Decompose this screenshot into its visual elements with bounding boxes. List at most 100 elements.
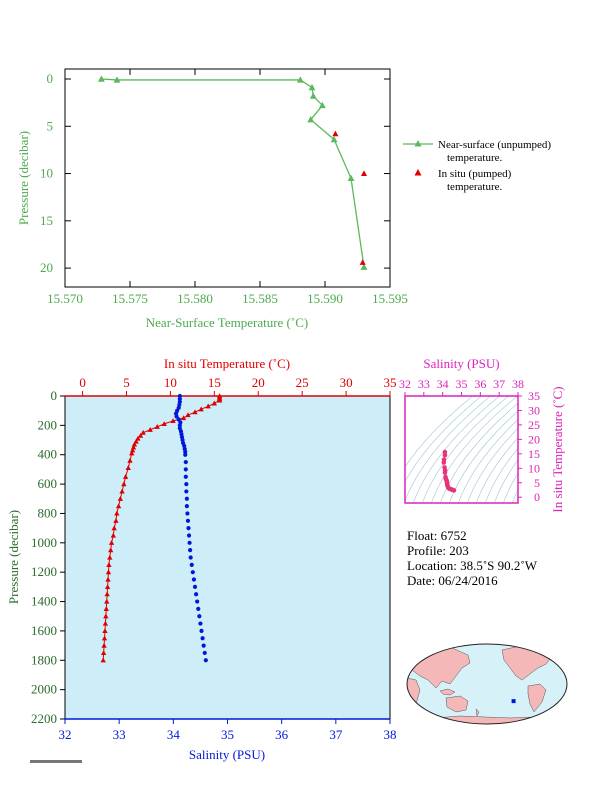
temperature-point bbox=[125, 465, 131, 471]
footer-tiny-label bbox=[30, 760, 82, 763]
profile-date: Date: 06/24/2016 bbox=[407, 573, 498, 588]
temperature-point bbox=[205, 403, 211, 409]
temperature-point bbox=[101, 642, 107, 648]
ts-isopycnal bbox=[512, 488, 518, 503]
salinity-point bbox=[183, 449, 188, 454]
profile-temperature-series bbox=[100, 393, 223, 663]
salinity-point bbox=[191, 577, 197, 582]
ts-point bbox=[441, 460, 447, 465]
ts-isopycnals bbox=[405, 396, 518, 503]
pumped-point bbox=[360, 170, 368, 176]
salinity-point bbox=[192, 584, 198, 589]
salinity-point bbox=[184, 481, 189, 487]
salinity-point bbox=[183, 474, 188, 479]
ts-point bbox=[442, 470, 448, 475]
ts-salinity-tick-label: 38 bbox=[512, 377, 524, 391]
float-info: Float: 6752 Profile: 203 Location: 38.5˚… bbox=[407, 528, 538, 588]
salinity-point bbox=[190, 570, 195, 575]
temperature-point bbox=[103, 613, 109, 619]
temperature-point bbox=[100, 657, 106, 663]
temperature-point bbox=[121, 481, 127, 487]
unpumped-point bbox=[360, 263, 368, 270]
ts-salinity-tick-label: 33 bbox=[418, 377, 430, 391]
temperature-point bbox=[110, 532, 116, 538]
temperature-point bbox=[117, 495, 123, 501]
legend-pumped-text-2: temperature. bbox=[447, 181, 503, 193]
pressure-axis-tick-label: 2000 bbox=[31, 682, 57, 697]
temperature-point bbox=[129, 447, 136, 453]
temperature-point bbox=[106, 562, 112, 567]
profile-top-axis-label: In situ Temperature (˚C) bbox=[164, 356, 290, 371]
salinity-point bbox=[200, 636, 205, 641]
profile-ticks: 0 5 10 15 20 25 30 35 32 33 34 35 36 37 38 0 200 400 600 80… bbox=[31, 375, 397, 742]
salinity-axis-tick-label: 32 bbox=[59, 727, 72, 742]
temperature-point bbox=[140, 429, 146, 435]
temperature-point bbox=[135, 435, 141, 441]
pumped-point bbox=[332, 130, 339, 137]
salinity-point bbox=[198, 621, 203, 626]
salinity-point bbox=[183, 459, 188, 465]
salinity-point bbox=[184, 504, 189, 509]
temperature-point bbox=[102, 628, 108, 634]
near-surface-x-tick-label: 15.590 bbox=[307, 291, 343, 306]
pressure-axis-tick-label: 1600 bbox=[31, 623, 57, 638]
temperature-axis-tick-label: 20 bbox=[252, 375, 265, 390]
salinity-point bbox=[195, 599, 200, 604]
temperature-point bbox=[127, 457, 133, 463]
ts-isopycnal bbox=[413, 396, 501, 503]
near-surface-legend: Near-surface (unpumped) temperature. In … bbox=[403, 139, 551, 193]
unpumped-point bbox=[113, 76, 121, 83]
near-surface-y-tick-label: 15 bbox=[40, 213, 53, 228]
unpumped-point bbox=[330, 135, 338, 143]
temperature-point bbox=[105, 576, 111, 582]
temperature-point bbox=[147, 426, 153, 432]
temperature-point bbox=[170, 418, 176, 424]
near-surface-xlabel: Near-Surface Temperature (˚C) bbox=[146, 315, 308, 330]
salinity-point bbox=[189, 562, 194, 567]
profile-chart: 0 5 10 15 20 25 30 35 32 33 34 35 36 37 38 0 200 400 600 80… bbox=[6, 356, 397, 762]
ts-isopycnal bbox=[485, 447, 518, 503]
salinity-point bbox=[203, 658, 208, 663]
near-surface-y-tick-label: 20 bbox=[40, 260, 53, 275]
near-surface-ylabel: Pressure (decibar) bbox=[16, 131, 31, 225]
temperature-point bbox=[101, 635, 108, 641]
temperature-point bbox=[211, 400, 217, 406]
temperature-point bbox=[107, 554, 113, 560]
temperature-axis-tick-label: 0 bbox=[79, 375, 86, 390]
salinity-axis-tick-label: 35 bbox=[221, 727, 234, 742]
ts-isopycnal bbox=[405, 396, 483, 483]
ts-isopycnal bbox=[476, 437, 518, 503]
temperature-point bbox=[216, 397, 223, 403]
salinity-axis-tick-label: 38 bbox=[384, 727, 397, 742]
ts-isopycnal bbox=[405, 396, 492, 503]
pressure-axis-tick-label: 800 bbox=[38, 505, 58, 520]
land-new-zealand bbox=[475, 708, 480, 717]
pressure-axis-tick-label: 200 bbox=[38, 417, 58, 432]
temperature-point bbox=[130, 444, 137, 450]
salinity-point bbox=[199, 628, 204, 634]
ts-isopycnal bbox=[449, 410, 518, 503]
temperature-point bbox=[100, 650, 107, 656]
unpumped-point bbox=[296, 76, 304, 83]
salinity-axis-tick-label: 36 bbox=[275, 727, 289, 742]
ts-isopycnal bbox=[431, 396, 518, 503]
land-indonesia bbox=[439, 688, 456, 696]
salinity-point bbox=[177, 423, 182, 428]
salinity-point bbox=[201, 643, 206, 648]
unpumped-point bbox=[347, 174, 355, 181]
temperature-axis-tick-label: 30 bbox=[340, 375, 353, 390]
salinity-point bbox=[177, 393, 182, 399]
near-surface-chart: 15.570 15.575 15.580 15.585 15.590 15.595 0 5 10… bbox=[16, 68, 551, 330]
salinity-point bbox=[185, 518, 191, 523]
ts-salinity-tick-label: 34 bbox=[437, 377, 449, 391]
ts-temperature-tick-label: 10 bbox=[528, 461, 540, 475]
ts-temperature-tick-label: 20 bbox=[528, 432, 540, 446]
land-south-america bbox=[527, 683, 547, 713]
near-surface-y-tick-label: 0 bbox=[47, 71, 54, 86]
pumped-point bbox=[359, 259, 366, 265]
salinity-point bbox=[187, 540, 192, 545]
profile-number: Profile: 203 bbox=[407, 543, 469, 558]
ts-temperature-tick-label: 35 bbox=[528, 389, 540, 403]
land-australia bbox=[445, 695, 469, 713]
